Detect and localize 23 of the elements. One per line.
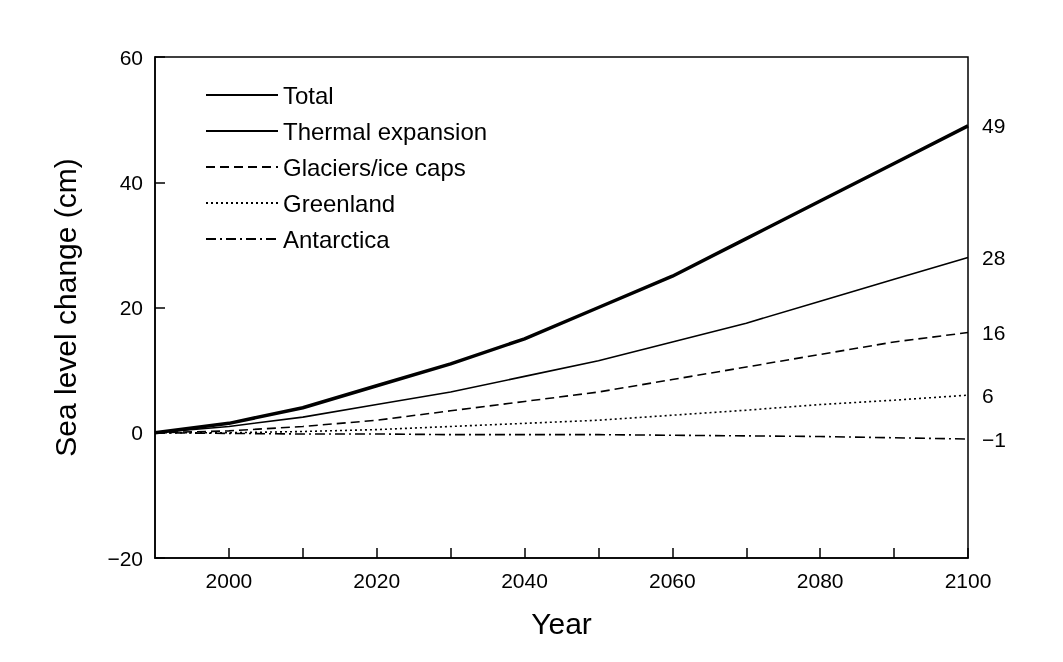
y-tick-label: 20 — [119, 296, 143, 319]
x-axis-title: Year — [531, 606, 592, 640]
x-tick-label: 2080 — [796, 569, 844, 592]
data-label: 6 — [982, 383, 994, 407]
x-tick-label: 2060 — [649, 569, 696, 592]
legend-label: Total — [283, 81, 334, 109]
legend-label: Greenland — [283, 189, 396, 217]
legend-label: Glaciers/ice caps — [283, 153, 466, 181]
y-axis-title: Sea level change (cm) — [48, 158, 82, 457]
x-tick-label: 2020 — [353, 569, 401, 592]
y-tick-label: −20 — [107, 546, 143, 570]
data-label: 28 — [982, 245, 1006, 269]
data-label: 49 — [982, 114, 1006, 138]
x-tick-label: 2000 — [205, 569, 253, 592]
data-label: 16 — [982, 321, 1006, 345]
y-tick-label: 0 — [131, 421, 143, 445]
x-tick-label: 2040 — [501, 569, 548, 592]
data-label: −1 — [982, 427, 1006, 451]
legend-label: Antarctica — [283, 225, 391, 253]
y-tick-label: 60 — [119, 45, 143, 69]
x-tick-label: 2100 — [944, 569, 992, 592]
legend-label: Thermal expansion — [283, 117, 488, 145]
y-tick-label: 40 — [119, 170, 143, 194]
